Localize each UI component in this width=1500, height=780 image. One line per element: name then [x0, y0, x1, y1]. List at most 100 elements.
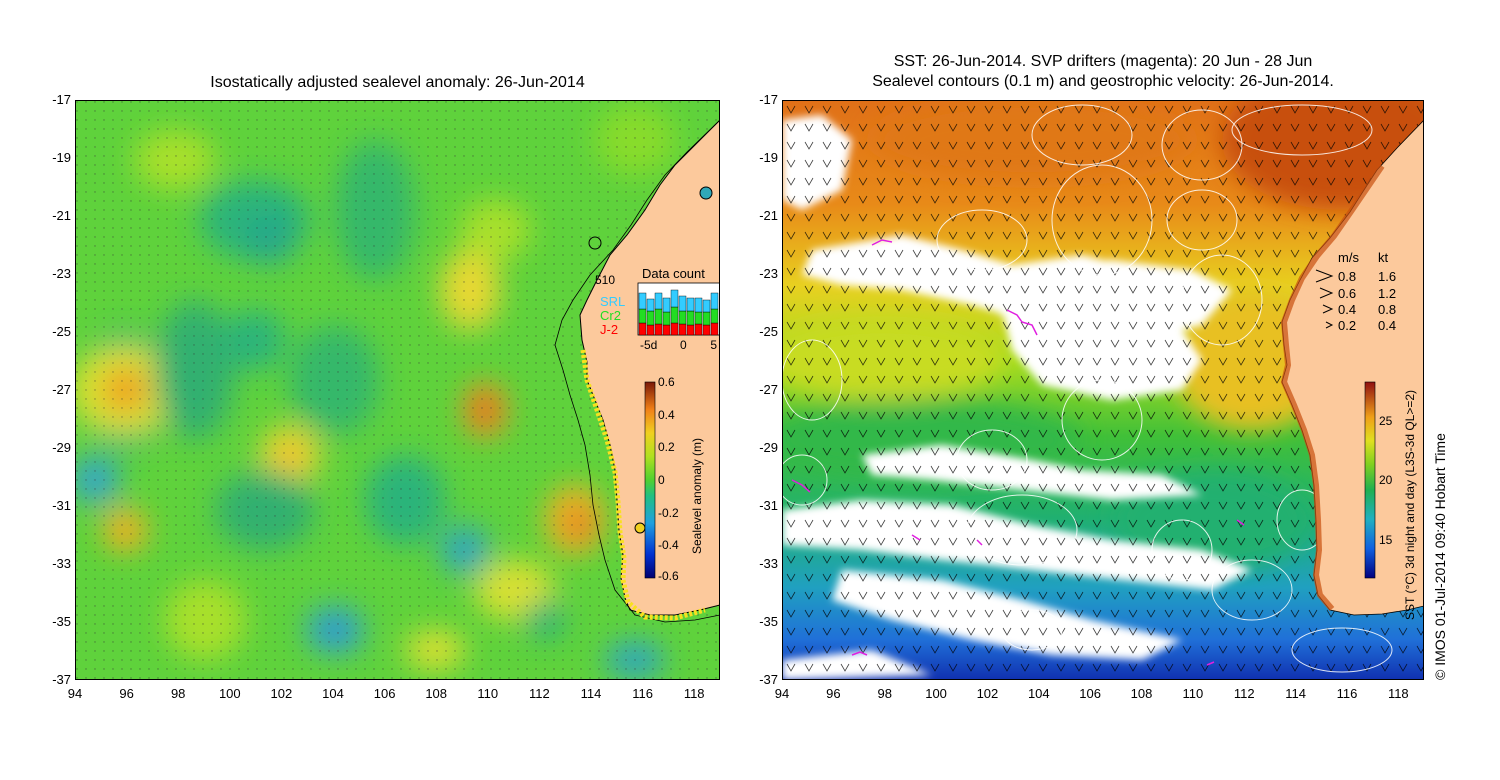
left-xtick: 104: [322, 686, 344, 701]
left-ytick: -29: [52, 440, 71, 455]
data-count-inset: Data count 510 SRL Cr2 J-2 -5d 0 5: [595, 266, 720, 352]
sst-cbar-label: SST (°C) 3d night and day (L3S-3d QL>=2): [1403, 390, 1417, 620]
right-xtick: 104: [1027, 686, 1050, 701]
left-xtick: 110: [477, 686, 499, 701]
right-xtick: 100: [925, 686, 947, 701]
velocity-legend-kt-3: 0.4: [1378, 318, 1396, 333]
sst-cbar-tick-15: 15: [1379, 533, 1393, 547]
left-xtick: 96: [119, 686, 134, 701]
velocity-legend-ms-2: 0.4: [1338, 302, 1356, 317]
right-map-frame: [782, 100, 1424, 680]
left-ytick: -35: [52, 614, 71, 629]
velocity-legend-kt-0: 1.6: [1378, 269, 1396, 284]
left-ytick: -37: [52, 672, 71, 687]
inset-xtick-5: 5: [710, 338, 717, 352]
sla-cbar-label: Sealevel anomaly (m): [690, 438, 704, 554]
right-xtick: 96: [826, 686, 841, 701]
sla-cbar-tick-0: 0.6: [658, 375, 675, 389]
left-panel-title: Isostatically adjusted sealevel anomaly:…: [210, 74, 585, 91]
right-ytick: -33: [759, 556, 778, 571]
right-ytick: -31: [759, 498, 778, 513]
right-xtick: 108: [1130, 686, 1153, 701]
right-panel-title-line2: Sealevel contours (0.1 m) and geostrophi…: [872, 73, 1334, 90]
sst-colorbar: 25 20 15 SST (°C) 3d night and day (L3S-…: [1364, 381, 1417, 620]
left-ytick: -21: [52, 208, 71, 223]
data-count-bar: [662, 297, 671, 313]
right-ytick: -37: [759, 672, 778, 687]
left-xtick: 112: [529, 686, 550, 701]
right-xtick: 112: [1233, 686, 1255, 701]
sealevel-anomaly-map: Data count 510 SRL Cr2 J-2 -5d 0 5: [75, 100, 720, 680]
right-xtick: 98: [877, 686, 892, 701]
data-count-bar: [694, 297, 703, 313]
left-ytick: -19: [52, 150, 71, 165]
legend-j2: J-2: [600, 322, 618, 337]
right-ytick: -21: [759, 208, 778, 223]
left-xtick: 94: [67, 686, 83, 701]
left-ytick: -31: [52, 498, 71, 513]
right-xtick: 94: [774, 686, 790, 701]
data-count-title: Data count: [642, 266, 705, 281]
left-xtick: 116: [632, 686, 653, 701]
legend-srl: SRL: [600, 294, 625, 309]
sealevel-colorbar: 0.6 0.4 0.2 0 -0.2 -0.4 -0.6 Sealevel an…: [644, 375, 704, 583]
copyright-text: © IMOS 01-Jul-2014 09:40 Hobart Time: [1432, 433, 1448, 680]
left-ytick: -17: [52, 92, 71, 107]
right-ytick: -17: [759, 92, 778, 107]
left-ytick: -27: [52, 382, 71, 397]
data-count-bar: [678, 295, 687, 312]
inset-xtick-minus5: -5d: [640, 338, 657, 352]
velocity-legend-ms-3: 0.2: [1338, 318, 1356, 333]
velocity-legend-header-kt: kt: [1378, 250, 1389, 265]
right-xtick: 114: [1285, 686, 1306, 701]
sla-cbar-tick-3: 0: [658, 473, 665, 487]
right-ytick: -29: [759, 440, 778, 455]
data-count-bar: [702, 299, 711, 313]
sst-map: m/s kt 0.8 1.6 0.6 1.2 0.4 0.8 0.2 0.4: [782, 100, 1424, 680]
data-count-ymax-label: 510: [595, 273, 615, 287]
left-ytick: -33: [52, 556, 71, 571]
data-count-bar: [646, 298, 655, 312]
sla-cbar-tick-4: -0.2: [658, 506, 679, 520]
right-ytick: -19: [759, 150, 778, 165]
left-ytick: -23: [52, 266, 71, 281]
right-xtick: 116: [1336, 686, 1358, 701]
right-xtick: 118: [1387, 686, 1409, 701]
left-map-frame: [75, 100, 720, 680]
sla-cbar-tick-1: 0.4: [658, 408, 675, 422]
data-count-bar: [670, 289, 679, 308]
sla-cbar-tick-5: -0.4: [658, 538, 679, 552]
sla-cbar-tick-6: -0.6: [658, 569, 679, 583]
velocity-legend-ms-0: 0.8: [1338, 269, 1356, 284]
left-xtick: 100: [218, 686, 241, 701]
sst-cbar-tick-20: 20: [1379, 473, 1393, 487]
data-count-bar: [686, 297, 695, 312]
right-xtick: 102: [976, 686, 999, 701]
velocity-legend-kt-1: 1.2: [1378, 286, 1396, 301]
right-xtick: 106: [1079, 686, 1101, 701]
right-xtick: 110: [1182, 686, 1204, 701]
left-xtick: 102: [270, 686, 293, 701]
velocity-legend-header-ms: m/s: [1338, 250, 1359, 265]
right-ytick: -27: [759, 382, 778, 397]
left-xtick: 118: [683, 686, 705, 701]
left-ytick: -25: [52, 324, 71, 339]
left-xtick: 114: [580, 686, 602, 701]
sla-cbar-tick-2: 0.2: [658, 440, 675, 454]
data-count-bar: [638, 292, 647, 310]
left-xtick: 108: [425, 686, 448, 701]
left-xtick: 98: [170, 686, 186, 701]
sst-cbar-tick-25: 25: [1379, 414, 1393, 428]
velocity-legend-ms-1: 0.6: [1338, 286, 1356, 301]
data-count-bar: [654, 292, 663, 310]
data-count-bar: [710, 292, 719, 310]
velocity-legend-kt-2: 0.8: [1378, 302, 1396, 317]
right-ytick: -25: [759, 324, 778, 339]
left-xtick: 106: [373, 686, 396, 701]
inset-xtick-0: 0: [680, 338, 687, 352]
right-panel-title-line1: SST: 26-Jun-2014. SVP drifters (magenta)…: [893, 53, 1313, 70]
legend-cr2: Cr2: [600, 308, 621, 323]
velocity-legend: m/s kt 0.8 1.6 0.6 1.2 0.4 0.8 0.2 0.4: [1315, 250, 1396, 333]
right-ytick: -23: [759, 266, 778, 281]
right-ytick: -35: [759, 614, 778, 629]
